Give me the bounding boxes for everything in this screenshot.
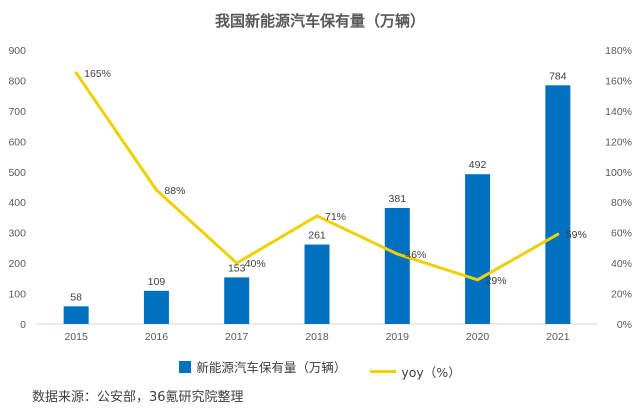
y-right-tick-label: 120% bbox=[605, 136, 632, 148]
line-data-label: 71% bbox=[325, 211, 346, 223]
line-point bbox=[74, 71, 78, 75]
y-right-tick-label: 0% bbox=[617, 319, 632, 331]
legend-item-bar: 新能源汽车保有量（万辆） bbox=[179, 357, 346, 376]
bar-data-label: 381 bbox=[389, 193, 407, 205]
line-point bbox=[235, 261, 239, 265]
x-tick-label: 2020 bbox=[466, 331, 490, 343]
line-point bbox=[556, 232, 560, 236]
bar bbox=[384, 208, 410, 324]
x-tick-label: 2019 bbox=[386, 331, 410, 343]
y-right-tick-label: 160% bbox=[605, 75, 632, 87]
bar bbox=[224, 277, 250, 324]
source-note: 数据来源：公安部，36氪研究院整理 bbox=[32, 390, 244, 405]
line-data-label: 29% bbox=[486, 275, 507, 287]
y-right-tick-label: 100% bbox=[605, 167, 632, 179]
y-right-tick-label: 140% bbox=[605, 106, 632, 118]
legend-line-swatch bbox=[370, 369, 397, 373]
bar bbox=[63, 306, 89, 324]
legend-item-line: yoy（%） bbox=[370, 362, 461, 381]
y-right-tick-label: 80% bbox=[611, 197, 632, 209]
y-left-tick-label: 200 bbox=[8, 258, 26, 270]
chart-title: 我国新能源汽车保有量（万辆） bbox=[214, 12, 425, 30]
y-left-tick-label: 600 bbox=[8, 136, 26, 148]
line-point bbox=[315, 214, 319, 218]
legend-line-label: yoy（%） bbox=[401, 364, 461, 380]
bar bbox=[143, 290, 169, 324]
y-left-tick-label: 800 bbox=[8, 75, 26, 87]
legend-bar-swatch bbox=[179, 360, 192, 373]
legend-bar-label: 新能源汽车保有量（万辆） bbox=[196, 360, 347, 375]
y-left-tick-label: 700 bbox=[8, 106, 26, 118]
y-right-tick-label: 20% bbox=[611, 289, 632, 301]
x-tick-label: 2016 bbox=[145, 331, 169, 343]
line-data-label: 88% bbox=[164, 185, 185, 197]
bar-data-label: 784 bbox=[549, 70, 567, 82]
bar-data-label: 109 bbox=[148, 276, 166, 288]
line-point bbox=[154, 188, 158, 192]
y-right-tick-label: 60% bbox=[611, 228, 632, 240]
x-tick-label: 2021 bbox=[546, 331, 570, 343]
x-tick-label: 2017 bbox=[225, 331, 249, 343]
y-right-tick-label: 180% bbox=[605, 45, 632, 57]
y-left-tick-label: 900 bbox=[8, 45, 26, 57]
bar-data-label: 58 bbox=[70, 291, 82, 303]
bar bbox=[545, 85, 571, 324]
y-left-tick-label: 0 bbox=[20, 319, 26, 331]
bar-data-label: 492 bbox=[469, 159, 487, 171]
bar bbox=[304, 244, 330, 324]
bar-data-label: 153 bbox=[228, 262, 246, 274]
line-data-label: 59% bbox=[566, 229, 587, 241]
bar bbox=[465, 174, 491, 324]
y-left-tick-label: 300 bbox=[8, 228, 26, 240]
x-tick-label: 2018 bbox=[305, 331, 329, 343]
y-right-tick-label: 40% bbox=[611, 258, 632, 270]
line-data-label: 46% bbox=[405, 249, 426, 261]
y-left-tick-label: 100 bbox=[8, 289, 26, 301]
x-tick-label: 2015 bbox=[64, 331, 88, 343]
y-left-tick-label: 400 bbox=[8, 197, 26, 209]
y-left-tick-label: 500 bbox=[8, 167, 26, 179]
legend: 新能源汽车保有量（万辆） yoy（%） bbox=[0, 357, 640, 381]
line-point bbox=[395, 252, 399, 256]
line-point bbox=[476, 278, 480, 282]
line-data-label: 40% bbox=[245, 258, 266, 270]
line-data-label: 165% bbox=[84, 68, 111, 80]
bar-data-label: 261 bbox=[308, 230, 326, 242]
